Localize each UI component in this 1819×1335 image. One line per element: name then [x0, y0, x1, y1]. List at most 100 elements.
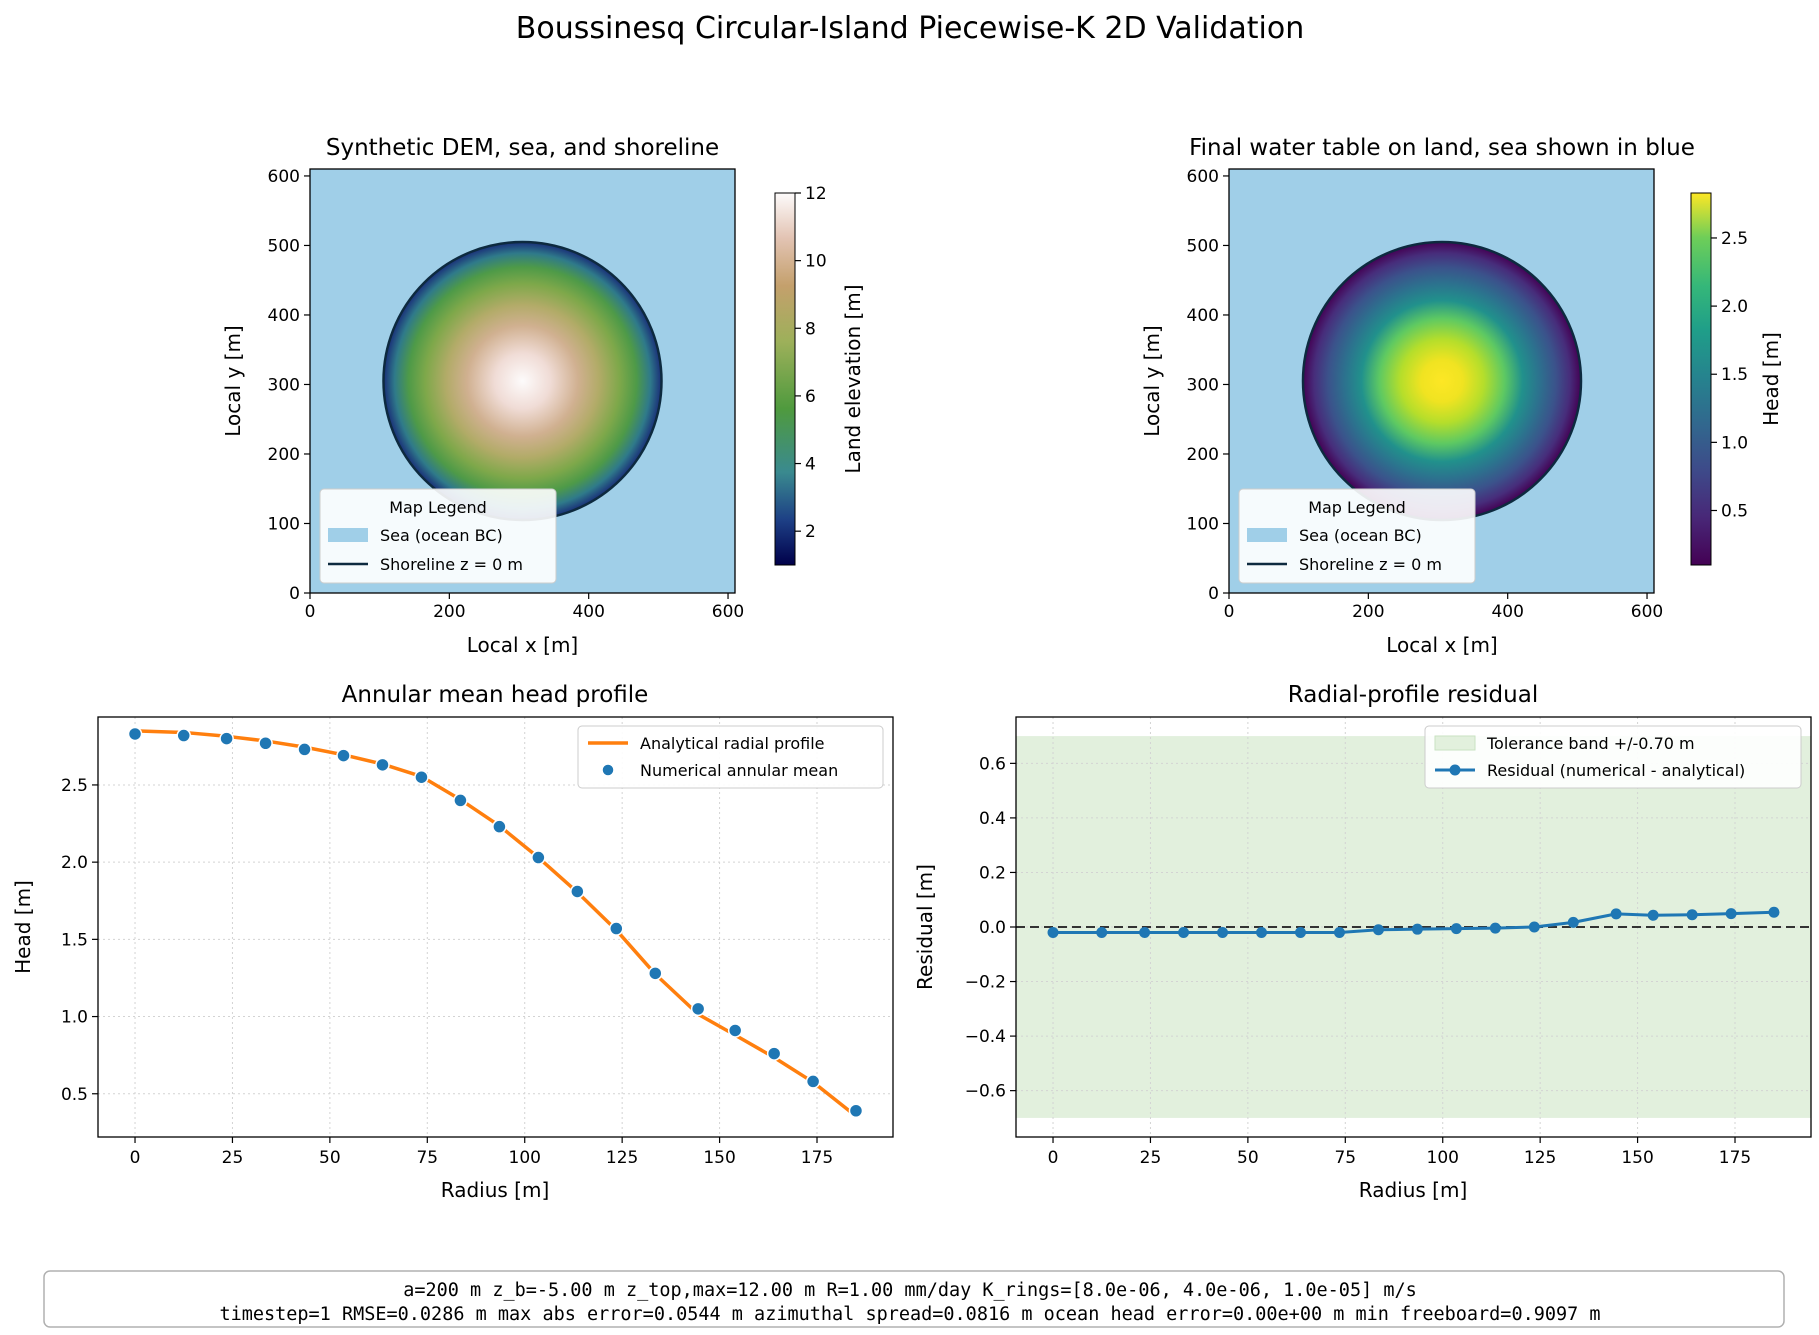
- profile-legend-numerical-swatch: [601, 763, 615, 777]
- residual-point: [1450, 923, 1462, 935]
- head-colorbar: 0.5 1.0 1.5 2.0 2.5 Head [m]: [1690, 192, 1783, 566]
- residual-point: [1256, 926, 1268, 938]
- dem-xtick-label: 400: [572, 602, 604, 622]
- dem-ytick-label: 0: [289, 584, 300, 604]
- dem-axes-frame: [309, 168, 736, 594]
- residual-point: [1610, 908, 1622, 920]
- profile-numerical-point: [848, 1103, 864, 1118]
- dem-xlabel: Local x [m]: [467, 633, 578, 657]
- profile-axes-frame: [97, 716, 894, 1138]
- residual-point: [1725, 908, 1737, 920]
- profile-xtick-label: 100: [509, 1148, 541, 1168]
- residual-legend-box: [1424, 725, 1802, 789]
- residual-ytick-label: 0.4: [979, 809, 1006, 829]
- profile-numerical-point: [176, 728, 191, 743]
- profile-numerical-point: [690, 1001, 706, 1017]
- footer-stats: a=200 m z_b=-5.00 m z_top,max=12.00 m R=…: [43, 1270, 1785, 1328]
- residual-point: [1528, 921, 1540, 933]
- head-ytick-label: 500: [1187, 236, 1219, 256]
- residual-point: [1217, 926, 1229, 938]
- profile-title: Annular mean head profile: [342, 682, 649, 708]
- dem-colorbar-ticks: 2 4 6 8 10 12: [795, 184, 827, 542]
- profile-xtick-label: 175: [801, 1148, 833, 1168]
- residual-legend-marker-swatch: [1449, 764, 1461, 776]
- profile-numerical-point: [258, 736, 273, 751]
- dem-cbar-tick-label: 8: [805, 319, 816, 339]
- residual-ytick-label: −0.4: [965, 1027, 1006, 1047]
- residual-ytick-label: −0.6: [965, 1082, 1006, 1102]
- head-ytick-label: 100: [1187, 514, 1219, 534]
- residual-point: [1333, 926, 1345, 938]
- profile-numerical-points: [127, 726, 864, 1118]
- dem-ytick-label: 200: [268, 445, 300, 465]
- profile-xtick-label: 50: [319, 1148, 341, 1168]
- residual-point: [1096, 926, 1108, 938]
- head-ytick-label: 300: [1187, 375, 1219, 395]
- head-xtick-label: 200: [1352, 602, 1384, 622]
- head-legend-sea-label: Sea (ocean BC): [1299, 526, 1422, 545]
- head-xtick-label: 0: [1224, 602, 1235, 622]
- profile-xlabel: Radius [m]: [441, 1178, 550, 1202]
- profile-numerical-point: [492, 819, 507, 834]
- dem-cbar-tick-label: 4: [805, 455, 816, 475]
- dem-cbar-tick-label: 6: [805, 387, 816, 407]
- head-ytick-label: 600: [1187, 167, 1219, 187]
- residual-title: Radial-profile residual: [1288, 682, 1538, 708]
- profile-xtick-label: 125: [606, 1148, 638, 1168]
- residual-point: [1411, 923, 1423, 935]
- panel-dem: Synthetic DEM, sea, and shoreline 0 200 40…: [221, 135, 865, 657]
- residual-xlabel: Radius [m]: [1359, 1178, 1468, 1202]
- profile-ylabel: Head [m]: [11, 880, 35, 974]
- panel-residual: Radial-profile residual 0 25 50 75 100 125 150…: [913, 682, 1812, 1202]
- residual-xtick-label: 150: [1621, 1148, 1653, 1168]
- residual-xtick-label: 0: [1048, 1148, 1059, 1168]
- profile-numerical-point: [531, 850, 546, 865]
- residual-point: [1294, 926, 1306, 938]
- residual-point: [1567, 916, 1579, 928]
- profile-xtick-label: 75: [416, 1148, 438, 1168]
- residual-point: [1178, 926, 1190, 938]
- profile-xtick-label: 150: [703, 1148, 735, 1168]
- head-xtick-label: 600: [1631, 602, 1663, 622]
- dem-legend-sea-swatch: [328, 528, 368, 542]
- head-legend: Map Legend Sea (ocean BC) Shoreline z = …: [1238, 488, 1476, 584]
- profile-ytick-label: 1.0: [61, 1008, 88, 1028]
- head-title: Final water table on land, sea shown in …: [1189, 135, 1695, 161]
- dem-ytick-label: 300: [268, 375, 300, 395]
- head-cbar-tick-label: 2.5: [1721, 229, 1748, 249]
- panel-profile: Annular mean head profile 0 25 50 75 100 125 1…: [11, 682, 894, 1202]
- footer-line-2: timestep=1 RMSE=0.0286 m max abs error=0…: [219, 1304, 1600, 1325]
- profile-legend-box: [577, 725, 884, 789]
- dem-ytick-label: 400: [268, 306, 300, 326]
- profile-numerical-point: [127, 726, 143, 742]
- profile-numerical-point: [414, 769, 429, 785]
- profile-numerical-point: [570, 884, 585, 899]
- dem-ticks: 0 200 400 600 0 100 200 300 400 500 600: [268, 167, 745, 622]
- residual-xtick-label: 175: [1719, 1148, 1751, 1168]
- residual-xtick-label: 125: [1524, 1148, 1556, 1168]
- footer-box: [43, 1270, 1785, 1328]
- dem-island: [383, 242, 662, 520]
- head-legend-shoreline-label: Shoreline z = 0 m: [1299, 555, 1442, 574]
- dem-cbar-tick-label: 12: [805, 184, 827, 204]
- residual-ytick-label: −0.2: [965, 973, 1006, 993]
- dem-legend-shoreline-label: Shoreline z = 0 m: [380, 555, 523, 574]
- head-ticks: 0 200 400 600 0 100 200 300 400 500 600: [1187, 167, 1664, 622]
- profile-xtick-label: 25: [222, 1148, 244, 1168]
- profile-ticks: 0 25 50 75 100 125 150 175 0.5 1.0 1.5 2.0 2.5: [61, 776, 833, 1168]
- residual-ytick-label: 0.2: [979, 863, 1006, 883]
- profile-numerical-point: [297, 742, 312, 757]
- head-cbar-tick-label: 0.5: [1721, 501, 1748, 521]
- head-ytick-label: 200: [1187, 445, 1219, 465]
- profile-ytick-label: 1.5: [61, 930, 88, 950]
- dem-ytick-label: 500: [268, 236, 300, 256]
- dem-legend: Map Legend Sea (ocean BC) Shoreline z = …: [319, 488, 557, 584]
- dem-ytick-label: 600: [268, 167, 300, 187]
- dem-ylabel: Local y [m]: [221, 325, 245, 436]
- profile-numerical-point: [766, 1046, 782, 1061]
- dem-legend-box: [319, 488, 557, 584]
- head-ytick-label: 400: [1187, 306, 1219, 326]
- head-axes-frame: [1228, 168, 1655, 594]
- dem-legend-sea-label: Sea (ocean BC): [380, 526, 503, 545]
